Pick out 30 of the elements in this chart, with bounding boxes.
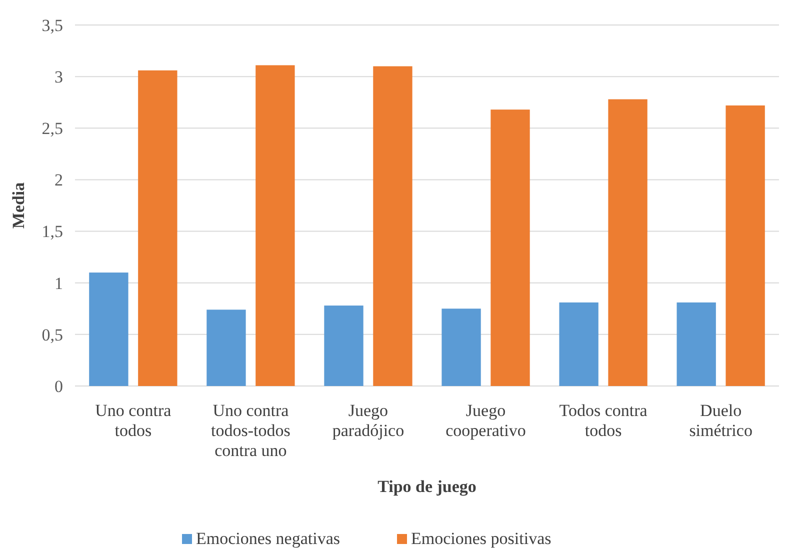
y-axis-title: Media: [9, 182, 28, 229]
x-tick-label: Juego cooperativo: [446, 401, 526, 440]
x-tick-label: Duelo simétrico: [689, 401, 752, 440]
bar: [256, 65, 295, 386]
bar: [559, 302, 598, 386]
bar: [608, 99, 648, 386]
bar: [442, 308, 481, 386]
bar: [676, 302, 716, 386]
y-tick-label: 2,5: [42, 119, 63, 138]
bar: [373, 66, 412, 386]
y-tick-label: 0,5: [42, 325, 63, 344]
x-tick-label: Juego paradójico: [332, 401, 404, 440]
x-tick-label: Todos contra todos: [559, 401, 648, 440]
bar: [726, 105, 765, 386]
x-axis-title: Tipo de juego: [378, 477, 476, 496]
y-tick-label: 2: [54, 170, 63, 190]
y-tick-label: 0: [54, 376, 63, 396]
bar: [324, 306, 364, 386]
y-tick-label: 3: [54, 68, 63, 87]
y-tick-label: 1,5: [42, 222, 63, 242]
y-tick-label: 3,5: [42, 16, 63, 35]
bar: [206, 310, 246, 386]
x-tick-label: Uno contra todos: [95, 401, 172, 440]
legend-label: Emociones negativas: [196, 529, 340, 548]
bar: [490, 110, 530, 386]
x-tick-label: Uno contra todos-todos contra uno: [211, 401, 290, 460]
bar: [138, 70, 178, 386]
bar: [89, 272, 128, 386]
legend-label: Emociones positivas: [411, 529, 552, 548]
y-tick-label: 1: [54, 274, 63, 293]
